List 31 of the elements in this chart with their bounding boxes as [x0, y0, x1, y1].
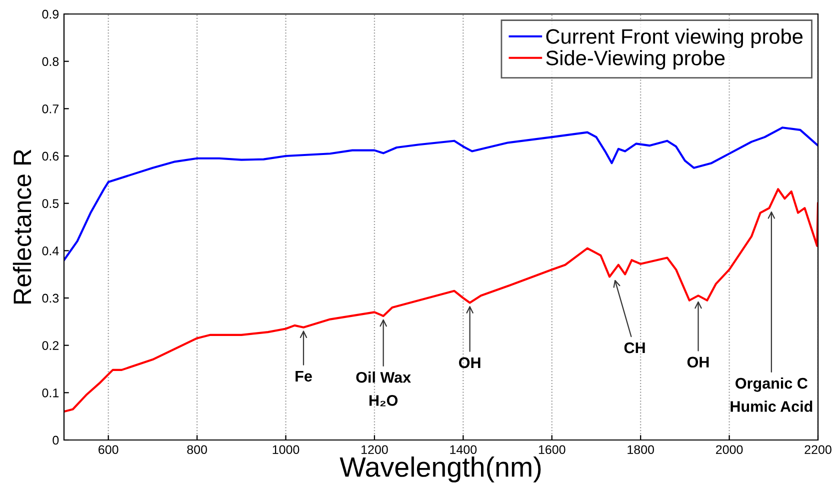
- y-tick-label: 0: [52, 436, 59, 445]
- x-tick-label: 2000: [716, 445, 743, 454]
- x-tick-label: 1000: [272, 445, 300, 454]
- y-tick-label: 0.2: [42, 341, 59, 350]
- y-tick-label: 0.5: [42, 199, 59, 208]
- y-tick-label: 0.7: [42, 104, 59, 114]
- annotation: OH: [459, 357, 480, 368]
- y-axis-title: Reflectance R: [12, 150, 32, 304]
- y-tick-label: 0.8: [42, 57, 59, 66]
- x-tick-label: 600: [98, 445, 118, 454]
- annotation: Fe: [296, 370, 312, 382]
- x-tick-label: 800: [187, 445, 207, 454]
- y-tick-label: 0.4: [42, 246, 59, 256]
- annotation: CH: [624, 342, 645, 354]
- y-tick-label: 0.6: [42, 152, 59, 161]
- legend-label: Side-Viewing probe: [546, 50, 725, 70]
- y-tick-label: 0.9: [42, 10, 59, 19]
- y-tick-label: 0.3: [42, 294, 59, 303]
- line-series: [64, 126, 818, 262]
- x-axis-title: Wavelength(nm): [340, 456, 541, 482]
- x-tick-label: 1800: [628, 445, 654, 454]
- x-tick-label: 1200: [362, 445, 388, 454]
- legend-label: Current Front viewing probe: [546, 28, 803, 48]
- x-tick-label: 1600: [538, 445, 566, 454]
- annotation: Oil Wax H₂O: [356, 372, 411, 406]
- y-tick-label: 0.1: [42, 388, 59, 398]
- x-tick-label: 1400: [450, 445, 477, 454]
- line-series: [64, 188, 818, 413]
- annotation: Organic C Humic Acid: [730, 378, 812, 412]
- annotation: OH: [687, 356, 709, 368]
- x-tick-label: 2200: [804, 445, 832, 454]
